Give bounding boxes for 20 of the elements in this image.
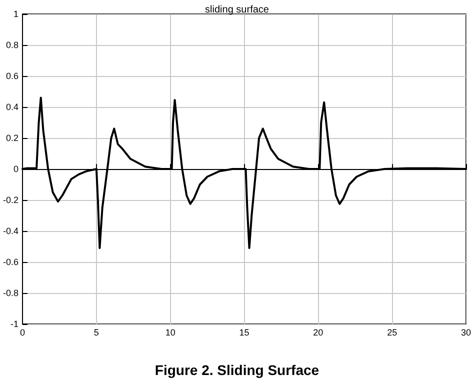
x-tick-label: 15 (239, 328, 250, 338)
x-tick-label: 25 (387, 328, 398, 338)
y-tick-label: -1 (10, 319, 19, 329)
y-tick-label: -0.8 (2, 288, 19, 298)
y-tick-label: 0.8 (6, 40, 19, 50)
x-tick-label: 20 (313, 328, 324, 338)
x-tick-label: 10 (165, 328, 176, 338)
y-tick-label: -0.6 (2, 257, 19, 267)
y-tick-label: 0.2 (6, 133, 19, 143)
y-tick-label: 0 (13, 164, 19, 174)
caption: Figure 2. Sliding Surface (154, 362, 320, 378)
x-tick-label: 30 (460, 328, 471, 338)
y-tick-label: 0.6 (6, 71, 19, 81)
y-tick-label: -0.2 (2, 195, 19, 205)
chart-title: sliding surface (205, 4, 270, 16)
y-tick-label: -0.4 (2, 226, 19, 236)
x-tick-label: 0 (20, 328, 26, 338)
y-tick-label: 0.4 (6, 102, 19, 112)
x-tick-label: 5 (94, 328, 99, 338)
y-tick-label: 1 (13, 9, 19, 19)
